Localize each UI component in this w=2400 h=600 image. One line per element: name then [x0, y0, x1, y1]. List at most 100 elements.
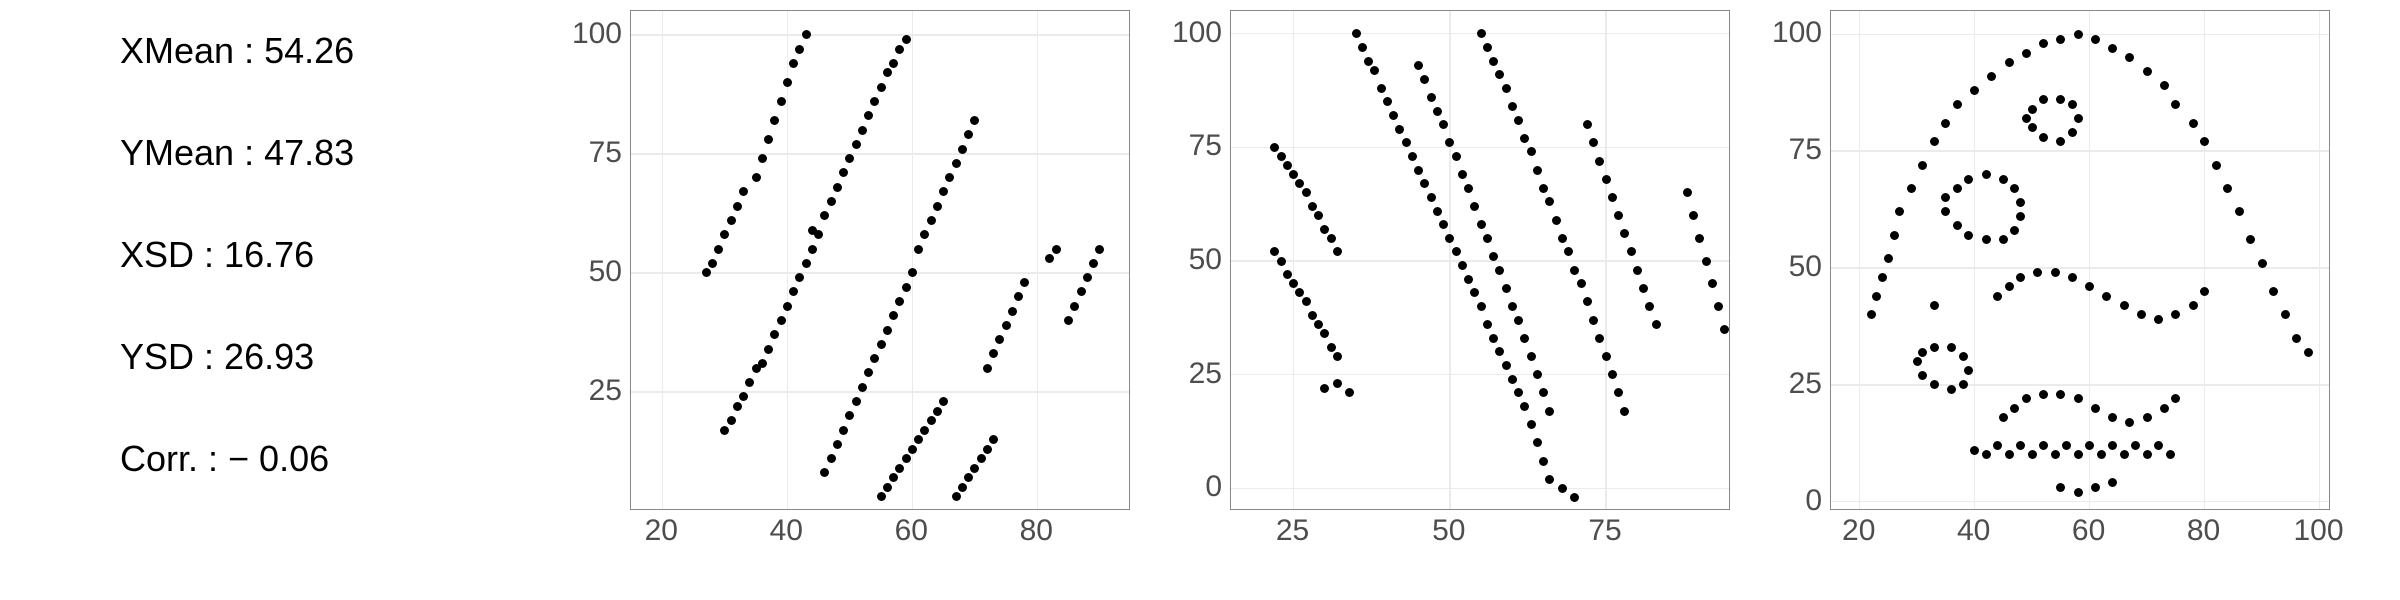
scatter-point	[2010, 404, 2019, 413]
scatter-point	[1708, 279, 1717, 288]
scatter-point	[2010, 226, 2019, 235]
scatter-point	[1913, 357, 1922, 366]
scatter-point	[1483, 43, 1492, 52]
scatter-point	[789, 287, 798, 296]
scatter-point	[1095, 245, 1104, 254]
scatter-point	[1502, 284, 1511, 293]
scatter-point	[2171, 100, 2180, 109]
y-tick-label: 100	[1172, 16, 1222, 50]
gridline-v	[2089, 11, 2091, 509]
scatter-point	[1970, 86, 1979, 95]
scatter-point	[2108, 441, 2117, 450]
scatter-point	[964, 130, 973, 139]
scatter-point	[2056, 390, 2065, 399]
scatter-point	[1930, 137, 1939, 146]
stats-column: XMean : 54.26 YMean : 47.83 XSD : 16.76 …	[0, 0, 540, 600]
gridline-h	[631, 34, 1129, 36]
scatter-point	[1077, 287, 1086, 296]
scatter-panel: 25507510020406080	[560, 10, 1130, 550]
scatter-point	[827, 197, 836, 206]
scatter-point	[852, 140, 861, 149]
scatter-point	[820, 468, 829, 477]
scatter-point	[1867, 310, 1876, 319]
scatter-point	[877, 492, 886, 501]
y-tick-label: 25	[1189, 357, 1222, 391]
y-tick-label: 75	[1789, 133, 1822, 167]
x-tick-label: 40	[1957, 514, 1990, 548]
scatter-point	[952, 159, 961, 168]
scatter-point	[1414, 166, 1423, 175]
gridline-v	[912, 11, 914, 509]
scatter-point	[1489, 252, 1498, 261]
scatter-point	[2304, 348, 2313, 357]
gridline-v	[662, 11, 664, 509]
scatter-point	[1533, 166, 1542, 175]
scatter-point	[1377, 84, 1386, 93]
scatter-point	[795, 273, 804, 282]
scatter-point	[2074, 394, 2083, 403]
scatter-point	[2189, 301, 2198, 310]
scatter-point	[1564, 247, 1573, 256]
scatter-point	[1345, 388, 1354, 397]
scatter-point	[1570, 493, 1579, 502]
scatter-point	[1878, 273, 1887, 282]
scatter-point	[839, 168, 848, 177]
scatter-point	[1895, 207, 1904, 216]
scatter-point	[2056, 137, 2065, 146]
scatter-point	[1314, 320, 1323, 329]
scatter-point	[2016, 441, 2025, 450]
scatter-point	[1289, 170, 1298, 179]
scatter-point	[1533, 370, 1542, 379]
scatter-point	[1470, 202, 1479, 211]
x-tick-label: 80	[2187, 514, 2220, 548]
scatter-point	[2022, 114, 2031, 123]
scatter-point	[895, 45, 904, 54]
scatter-point	[1539, 184, 1548, 193]
y-tick-label: 100	[1772, 16, 1822, 50]
y-tick-label: 50	[1189, 243, 1222, 277]
scatter-point	[2091, 404, 2100, 413]
scatter-point	[1930, 380, 1939, 389]
scatter-point	[2056, 95, 2065, 104]
scatter-point	[1352, 29, 1361, 38]
scatter-point	[708, 259, 717, 268]
scatter-point	[1277, 152, 1286, 161]
scatter-point	[1947, 385, 1956, 394]
scatter-point	[2091, 35, 2100, 44]
scatter-point	[2137, 310, 2146, 319]
scatter-point	[1270, 247, 1279, 256]
gridline-v	[1037, 11, 1039, 509]
scatter-point	[2212, 161, 2221, 170]
scatter-point	[1089, 259, 1098, 268]
scatter-point	[1558, 234, 1567, 243]
scatter-point	[1539, 388, 1548, 397]
gridline-h	[1231, 260, 1729, 262]
scatter-point	[1508, 102, 1517, 111]
scatter-point	[1477, 302, 1486, 311]
y-tick-label: 50	[589, 255, 622, 289]
stat-value: − 0.06	[228, 438, 329, 479]
scatter-point	[1083, 273, 1092, 282]
scatter-point	[739, 187, 748, 196]
x-tick-label: 20	[1842, 514, 1875, 548]
panel-inner: 255075100	[560, 10, 1130, 510]
scatter-point	[1502, 84, 1511, 93]
scatter-point	[1620, 407, 1629, 416]
scatter-point	[1514, 316, 1523, 325]
scatter-point	[2166, 450, 2175, 459]
scatter-point	[1327, 234, 1336, 243]
scatter-point	[1627, 247, 1636, 256]
scatter-point	[895, 464, 904, 473]
scatter-point	[2022, 49, 2031, 58]
scatter-point	[2005, 450, 2014, 459]
scatter-point	[970, 116, 979, 125]
scatter-point	[2131, 441, 2140, 450]
scatter-point	[2028, 123, 2037, 132]
scatter-point	[1941, 119, 1950, 128]
scatter-point	[1999, 175, 2008, 184]
scatter-point	[839, 426, 848, 435]
scatter-point	[2246, 235, 2255, 244]
scatter-point	[1302, 297, 1311, 306]
scatter-point	[1420, 75, 1429, 84]
gridline-v	[1605, 11, 1607, 509]
